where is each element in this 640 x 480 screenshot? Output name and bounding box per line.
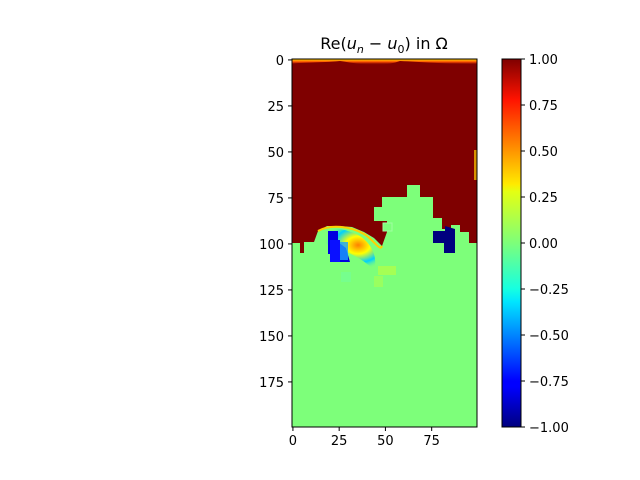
colorbar-tick-label: 0.50	[529, 145, 558, 160]
heatmap-negative-block-left-inner	[330, 240, 340, 262]
heatmap	[292, 59, 477, 427]
colorbar-tick-label: −0.25	[529, 283, 569, 298]
y-tick-label: 25	[267, 100, 284, 115]
y-tick-label: 175	[259, 376, 284, 391]
colorbar-tick-label: 0.25	[529, 191, 558, 206]
heatmap-right-edge	[474, 150, 477, 180]
heatmap-swirl-edge	[317, 225, 383, 249]
colorbar	[501, 58, 522, 428]
heatmap-negative-block-right	[433, 226, 455, 253]
x-tick-label: 75	[423, 434, 440, 449]
colorbar-tick-label: −1.00	[529, 421, 569, 436]
colorbar-axis: 1.00 0.75 0.50 0.25 0.00 −0.25 −0.50 −0.75 −1.00	[521, 53, 569, 436]
colorbar-tick-label: 0.75	[529, 99, 558, 114]
x-axis: 0 25 50 75	[289, 427, 440, 449]
y-tick-label: 125	[259, 284, 284, 299]
x-tick-label: 50	[377, 434, 394, 449]
y-tick-label: 100	[259, 238, 284, 253]
y-axis: 0 25 50 75 100 125 150 175	[259, 54, 292, 391]
heatmap-negative-block-left-cyan	[340, 242, 348, 260]
y-tick-label: 50	[267, 146, 284, 161]
x-tick-label: 0	[289, 434, 297, 449]
colorbar-tick-label: −0.50	[529, 329, 569, 344]
y-tick-label: 75	[267, 192, 284, 207]
heatmap-spot	[341, 272, 351, 282]
x-tick-label: 25	[331, 434, 348, 449]
y-tick-label: 150	[259, 330, 284, 345]
heatmap-block	[424, 207, 433, 218]
heatmap-spot	[382, 222, 393, 232]
heatmap-top-band	[292, 59, 477, 65]
chart-title: Re(un − u0) in Ω	[320, 34, 448, 56]
plot-frame	[291, 58, 478, 428]
heatmap-block	[407, 185, 420, 197]
heatmap-block	[420, 197, 433, 207]
heatmap-spot	[378, 266, 396, 275]
heatmap-block	[374, 207, 393, 221]
heatmap-spot	[374, 276, 383, 287]
y-tick-label: 0	[276, 54, 284, 69]
heatmap-block	[433, 218, 442, 229]
colorbar-tick-label: −0.75	[529, 375, 569, 390]
colorbar-tick-label: 1.00	[529, 53, 558, 68]
heatmap-block	[382, 197, 401, 209]
colorbar-tick-label: 0.00	[529, 237, 558, 252]
